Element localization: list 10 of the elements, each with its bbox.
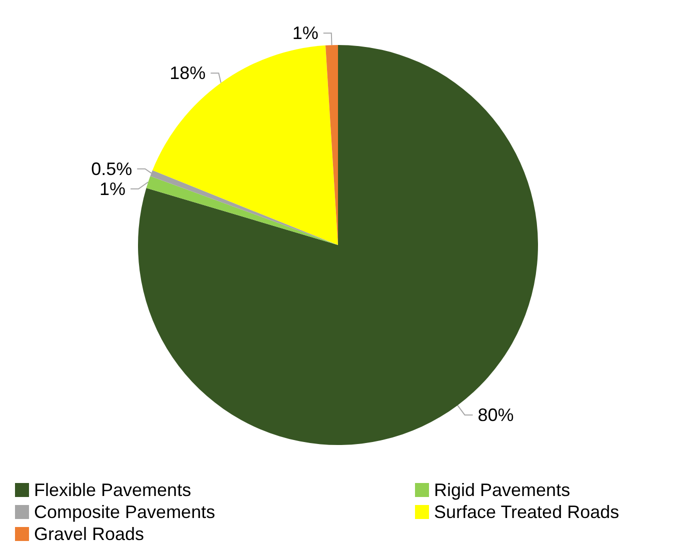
legend-label: Rigid Pavements <box>434 480 570 500</box>
data-label: 1% <box>100 178 126 199</box>
legend-label: Gravel Roads <box>34 524 144 544</box>
legend-label: Composite Pavements <box>34 502 216 522</box>
legend-label: Flexible Pavements <box>34 480 192 500</box>
data-label: 1% <box>292 23 318 44</box>
data-label: 80% <box>478 404 514 425</box>
data-label: 18% <box>170 63 206 84</box>
legend-label: Surface Treated Roads <box>434 502 620 522</box>
data-label: 0.5% <box>91 158 132 179</box>
